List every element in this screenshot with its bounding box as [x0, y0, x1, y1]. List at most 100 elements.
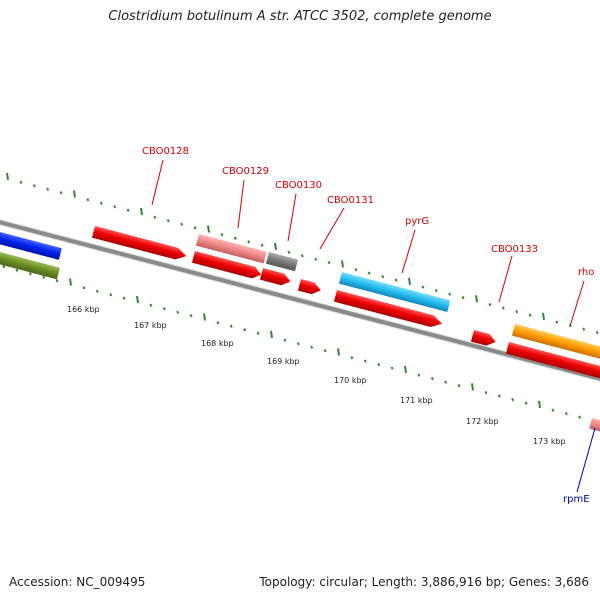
cds-red-3[interactable]	[259, 268, 292, 287]
tick-mark	[595, 331, 599, 335]
tick-mark	[233, 236, 237, 240]
tick-mark	[247, 240, 251, 244]
tick-label-171: 171 kbp	[400, 396, 433, 405]
track-backbone	[0, 219, 600, 382]
tick-mark	[471, 383, 474, 391]
tick-mark	[42, 275, 46, 279]
tick-mark	[270, 330, 273, 339]
cds-cbo0133[interactable]	[470, 330, 497, 348]
tick-mark	[32, 184, 36, 188]
cds-red-7[interactable]	[505, 342, 600, 379]
tick-mark	[488, 303, 492, 307]
label-lines	[151, 159, 596, 493]
cds-red-2[interactable]	[191, 251, 263, 280]
tick-mark	[180, 222, 184, 226]
tick-mark	[475, 295, 478, 303]
tick-mark	[377, 363, 381, 367]
tick-mark	[149, 303, 153, 307]
tick-mark	[327, 261, 331, 265]
tick-mark	[555, 320, 559, 324]
tick-mark	[220, 233, 224, 237]
cds-cbo0129[interactable]	[195, 234, 267, 264]
tick-mark	[287, 250, 291, 254]
tick-mark	[136, 295, 139, 304]
tick-mark	[501, 306, 505, 310]
tick-mark	[323, 349, 327, 353]
tick-mark	[354, 268, 358, 272]
cds-olive[interactable]	[0, 249, 60, 280]
tick-mark	[69, 278, 72, 286]
tick-mark	[46, 187, 50, 191]
tick-mark	[430, 377, 434, 381]
tick-mark	[367, 271, 371, 275]
tick-mark	[524, 401, 528, 405]
tick-mark	[95, 289, 99, 293]
tick-mark	[113, 205, 117, 209]
label-cbo0133: CBO0133	[491, 244, 538, 255]
tick-mark	[497, 394, 501, 398]
tick-mark	[203, 313, 206, 321]
tick-mark	[461, 296, 465, 300]
tick-mark	[122, 296, 126, 300]
tick-mark	[153, 215, 157, 219]
tick-mark	[538, 400, 541, 409]
tick-mark	[229, 324, 233, 328]
label-cbo0130: CBO0130	[275, 180, 322, 191]
label-cbo0129: CBO0129	[222, 166, 269, 177]
cds-rho[interactable]	[511, 324, 600, 361]
cds-cbo0131[interactable]	[297, 279, 322, 296]
tick-label-170: 170 kbp	[334, 376, 367, 385]
tick-label-166: 166 kbp	[67, 305, 100, 314]
tick-mark	[283, 338, 287, 342]
tick-mark	[310, 345, 314, 349]
tick-mark	[542, 312, 545, 321]
label-rpme: rpmE	[563, 494, 590, 505]
tick-mark	[216, 321, 220, 325]
tick-mark	[578, 415, 582, 419]
outer-tick-track	[6, 172, 599, 335]
tick-mark	[444, 380, 448, 384]
tick-mark	[162, 307, 166, 311]
tick-mark	[15, 268, 19, 272]
genome-summary-text: Topology: circular; Length: 3,886,916 bp…	[259, 575, 589, 589]
label-pyrg: pyrG	[405, 216, 429, 227]
cds-rpme[interactable]	[589, 418, 600, 434]
tick-mark	[363, 359, 367, 363]
map-title: Clostridium botulinum A str. ATCC 3502, …	[108, 9, 492, 24]
tick-mark	[55, 279, 59, 283]
label-cbo0131: CBO0131	[327, 195, 374, 206]
cds-cbo0128[interactable]	[91, 226, 188, 262]
cds-blue[interactable]	[0, 229, 62, 260]
tick-mark	[515, 310, 519, 314]
tick-mark	[189, 314, 193, 318]
cds-pyrg[interactable]	[338, 272, 451, 313]
tick-label-168: 168 kbp	[201, 339, 234, 348]
tick-mark	[381, 275, 385, 279]
tick-label-173: 173 kbp	[533, 437, 566, 446]
tick-mark	[300, 254, 304, 258]
tick-label-169: 169 kbp	[267, 357, 300, 366]
tick-mark	[528, 313, 532, 317]
tick-mark	[434, 289, 438, 293]
tick-mark	[260, 243, 264, 247]
tick-mark	[59, 191, 63, 195]
tick-mark	[564, 412, 568, 416]
tick-mark	[28, 272, 32, 276]
tick-mark	[582, 327, 586, 331]
tick-mark	[73, 190, 76, 198]
cds-red-5[interactable]	[333, 290, 443, 330]
tick-mark	[193, 226, 197, 230]
tick-mark	[337, 348, 340, 356]
tick-mark	[166, 219, 170, 223]
tick-mark	[484, 391, 488, 395]
tick-mark	[394, 278, 398, 282]
tick-mark	[126, 208, 130, 212]
cds-cbo0130[interactable]	[265, 252, 299, 272]
tick-mark	[341, 260, 344, 268]
tick-mark	[511, 398, 515, 402]
tick-mark	[296, 342, 300, 346]
tick-label-172: 172 kbp	[466, 417, 499, 426]
tick-mark	[421, 285, 425, 289]
tick-mark	[314, 257, 318, 261]
tick-mark	[417, 373, 421, 377]
